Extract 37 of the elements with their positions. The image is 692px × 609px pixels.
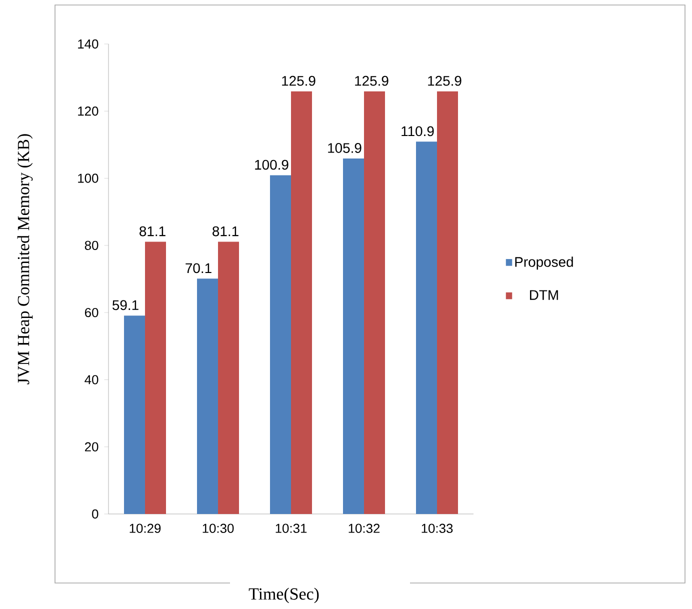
bar [197,278,218,514]
y-tick-label: 20 [84,442,98,452]
bar [145,242,166,514]
y-tick-label: 120 [78,106,98,116]
data-label: 81.1 [212,226,238,236]
y-tick-label: 0 [92,509,98,519]
bar [291,91,312,514]
y-tick-label: 60 [84,308,98,318]
bar [270,175,292,514]
bar [416,142,438,514]
bar [218,242,240,514]
bar [124,316,146,514]
x-axis-title: Time(Sec) [248,588,319,604]
x-tick-label: 10:29 [130,524,161,533]
x-tick-label: 10:30 [202,524,234,533]
bar [364,91,386,514]
y-tick-label: 140 [78,39,98,49]
legend-label: DTM [530,290,558,300]
data-label: 70.1 [186,263,212,274]
y-tick-label: 80 [84,240,98,250]
x-tick-label: 10:31 [276,524,307,533]
data-label: 100.9 [255,160,288,170]
legend-label: Proposed [515,256,573,270]
data-label: 125.9 [428,76,462,86]
data-label: 125.9 [282,76,316,86]
data-label: 110.9 [402,126,434,136]
data-label: 59.1 [112,300,138,310]
data-label: 81.1 [140,226,166,236]
x-tick-label: 10:33 [422,524,453,533]
bar [437,91,458,514]
data-label: 105.9 [328,143,362,153]
y-tick-label: 100 [78,174,98,183]
bar [343,158,364,514]
y-tick-label: 40 [84,375,98,384]
y-axis-title: JVM Heap Commited Memory (KB) [17,134,33,384]
data-label: 125.9 [355,76,388,86]
x-tick-label: 10:32 [348,524,380,533]
